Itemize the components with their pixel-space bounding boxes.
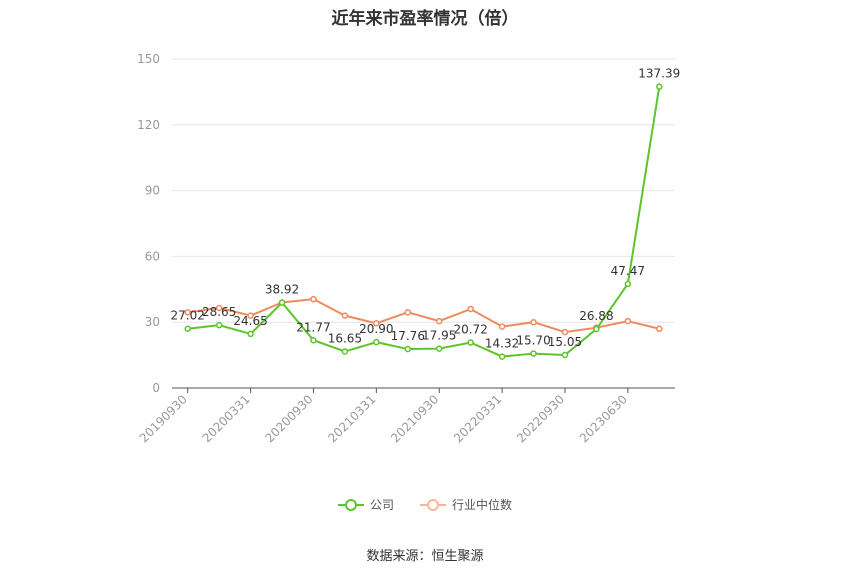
- data-point-industry: [310, 295, 317, 303]
- data-point-company: [215, 321, 223, 329]
- data-point-company: [341, 348, 349, 355]
- data-label: 15.05: [548, 335, 582, 349]
- data-point-industry: [624, 317, 632, 325]
- x-tick-label: 20190930: [137, 392, 190, 445]
- data-point-company: [404, 345, 412, 353]
- data-label: 24.65: [233, 314, 267, 328]
- legend-label-company: 公司: [369, 498, 394, 512]
- data-point-company: [467, 339, 474, 346]
- x-tick-label: 20210930: [388, 392, 441, 445]
- data-point-industry: [498, 323, 506, 330]
- series-line-industry: [187, 298, 660, 334]
- legend-item-industry[interactable]: 行业中位数: [420, 496, 512, 513]
- data-point-company: [624, 280, 632, 288]
- x-tick-label: 20220331: [451, 392, 504, 445]
- data-label: 28.65: [202, 305, 236, 319]
- data-label: 21.77: [296, 320, 330, 334]
- data-point-company: [593, 325, 600, 333]
- data-point-company: [373, 338, 380, 346]
- data-label: 17.95: [422, 329, 456, 343]
- data-point-company: [498, 353, 506, 360]
- data-point-company: [278, 299, 286, 306]
- data-point-industry: [467, 305, 474, 313]
- data-point-industry: [530, 318, 537, 326]
- data-label: 14.32: [485, 337, 519, 351]
- data-point-industry: [435, 317, 443, 325]
- legend: 公司 行业中位数: [0, 496, 850, 513]
- x-tick-label: 20210331: [325, 392, 378, 445]
- y-tick-label: 90: [145, 184, 160, 198]
- series-industry: [184, 295, 663, 336]
- data-label: 137.39: [638, 67, 680, 81]
- data-label: 38.92: [265, 283, 299, 297]
- legend-item-company[interactable]: 公司: [337, 496, 394, 513]
- data-label: 17.76: [391, 329, 425, 343]
- data-point-industry: [341, 312, 349, 319]
- series-line-company: [187, 86, 661, 358]
- data-point-industry: [404, 309, 412, 316]
- legend-company-marker-icon: [337, 498, 364, 511]
- data-label: 27.02: [171, 309, 205, 323]
- data-point-company: [561, 351, 569, 359]
- data-label: 16.65: [328, 331, 362, 345]
- series-company: [184, 83, 663, 360]
- data-source: 数据来源：恒生聚源: [366, 549, 484, 564]
- x-tick-label: 20200930: [263, 392, 316, 445]
- data-label: 47.47: [611, 264, 645, 278]
- chart-title: 近年来市盈率情况（倍）: [331, 9, 519, 29]
- data-label: 20.72: [453, 323, 487, 337]
- y-tick-label: 150: [137, 52, 160, 66]
- data-label: 20.90: [359, 322, 393, 336]
- x-tick-label: 20200331: [200, 392, 253, 445]
- y-tick-label: 0: [152, 381, 160, 395]
- y-tick-label: 30: [145, 315, 160, 329]
- data-point-company: [435, 345, 443, 352]
- data-label: 15.70: [516, 334, 550, 348]
- grid-lines: [172, 58, 675, 323]
- data-point-industry: [215, 304, 223, 312]
- data-point-company: [184, 325, 191, 332]
- y-tick-label: 60: [145, 249, 160, 263]
- data-point-industry: [373, 320, 380, 327]
- x-tick-label: 20220930: [514, 392, 567, 445]
- y-tick-label: 120: [137, 118, 160, 132]
- data-point-company: [656, 83, 663, 90]
- data-point-industry: [184, 309, 191, 316]
- data-point-industry: [656, 325, 663, 333]
- data-label: 26.88: [579, 309, 613, 323]
- data-point-industry: [247, 312, 254, 319]
- data-point-company: [310, 337, 317, 344]
- x-tick-label: 20230630: [577, 392, 630, 445]
- data-point-company: [247, 330, 254, 338]
- data-point-company: [530, 350, 537, 357]
- data-point-industry: [561, 328, 569, 336]
- legend-industry-marker-icon: [420, 498, 446, 511]
- legend-label-industry: 行业中位数: [452, 498, 513, 512]
